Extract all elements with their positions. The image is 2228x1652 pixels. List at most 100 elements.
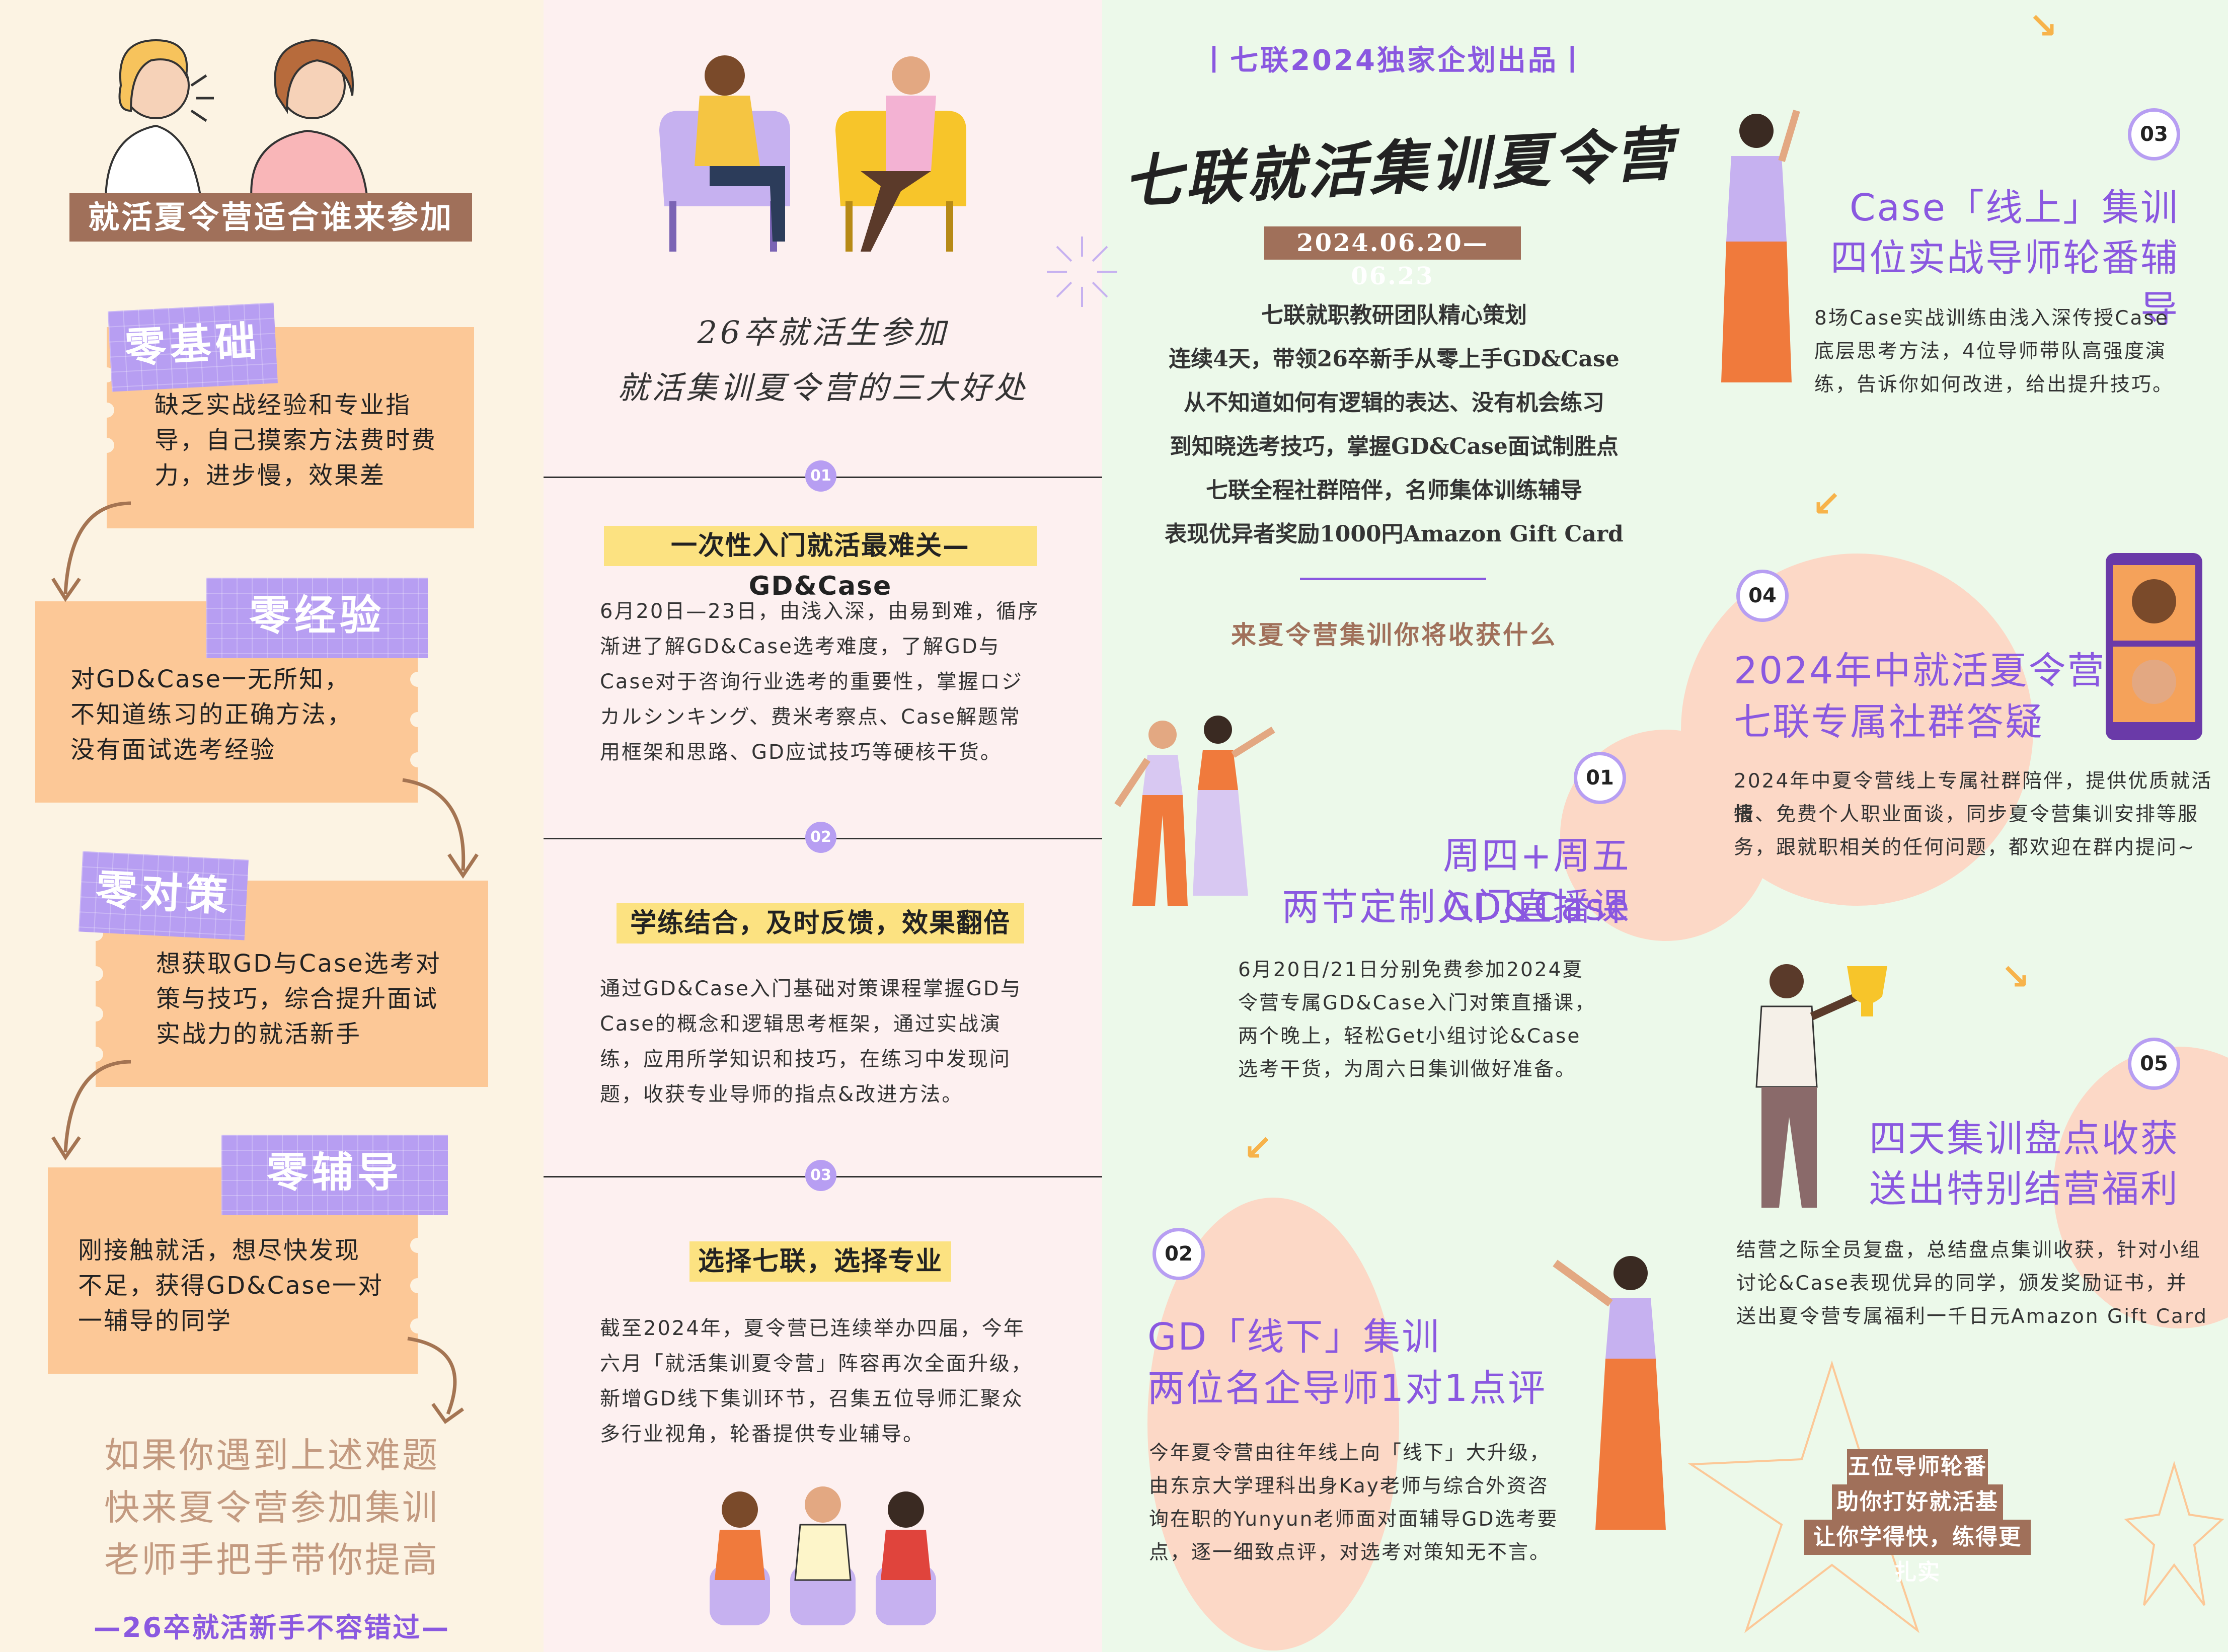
intro-line: 七联就职教研团队精心策划 — [1261, 302, 1527, 328]
two-women-illustration — [1107, 715, 1298, 926]
item-line: 送出夏令营专属福利一千日元Amazon Gift Card — [1736, 1305, 2208, 1328]
brand-line: 丨七联2024独家企划出品丨 — [1200, 44, 1588, 77]
intro-line: 到知晓选考技巧，掌握GD&Case面试制胜点 — [1170, 434, 1619, 459]
left-closing-line: 如果你遇到上述难题 — [104, 1435, 439, 1476]
item-title-line: 两节定制入门直播课 — [1282, 886, 1631, 929]
section-number: 02 — [805, 822, 836, 853]
item-line: 8场Case实战训练由浅入深传授Case — [1814, 307, 2169, 330]
card-line: 导，自己摸索方法费时费 — [155, 426, 437, 454]
item-title-line: GD「线下」集训 — [1147, 1315, 1441, 1359]
swoosh-arrow-icon: ↘ — [2001, 956, 2030, 997]
flow-arrow-icon — [40, 493, 141, 624]
flow-arrow-icon — [40, 1052, 141, 1177]
item-title-line: 周四+周五GD&Case — [1442, 834, 1631, 929]
section-line: 题，收获专业导师的指点&改进方法。 — [600, 1083, 964, 1106]
item-line: 6月20日/21日分别免费参加2024夏 — [1238, 959, 1584, 981]
whisper-illustration — [75, 10, 438, 202]
tag-zero-strategy: 零对策 — [79, 851, 249, 940]
section-title: 学练结合，及时反馈，效果翻倍 — [617, 903, 1024, 943]
item-line: 今年夏令营由往年线上向「线下」大升级， — [1149, 1442, 1551, 1464]
item-line: 点，逐一细致点评，对选考对策知无不言。 — [1149, 1541, 1551, 1564]
intro-line: 表现优异者奖励1000円Amazon Gift Card — [1165, 521, 1624, 547]
closing-line: 五位导师轮番上阵 — [1847, 1449, 1988, 1515]
card-line: 想获取GD与Case选考对 — [156, 950, 441, 978]
item-number: 04 — [1736, 570, 1789, 622]
card-line: 不知道练习的正确方法， — [70, 700, 353, 729]
section-line: Case对于咨询行业选考的重要性，掌握ロジ — [600, 670, 1023, 693]
section-line: 新增GD线下集训环节，召集五位导师汇聚众 — [600, 1387, 1024, 1410]
item-title-line: 四天集训盘点收获 — [1869, 1117, 2179, 1160]
item-line: 报、免费个人职业面谈，同步夏令营集训安排等服 — [1734, 803, 2199, 826]
burst-icon — [1047, 237, 1117, 307]
item-number: 01 — [1574, 752, 1626, 804]
card-line: 没有面试选考经验 — [70, 736, 276, 764]
item-title-line: 送出特别结营福利 — [1869, 1167, 2179, 1211]
item-line: 两个晚上，轻松Get小组讨论&Case — [1238, 1025, 1581, 1048]
item-line: 讨论&Case表现优异的同学，颁发奖励证书，并 — [1736, 1272, 2188, 1295]
group-discussion-illustration — [700, 1474, 946, 1635]
item-line: 底层思考方法，4位导师带队高强度演 — [1814, 340, 2167, 363]
section-line: 练，应用所学知识和技巧，在练习中发现问 — [600, 1048, 1011, 1071]
intro-line: 连续4天，带领26卒新手从零上手GD&Case — [1169, 346, 1620, 372]
flow-arrow-icon — [393, 770, 493, 886]
video-call-phone-illustration — [2104, 551, 2204, 742]
card-line: 对GD&Case一无所知， — [70, 665, 351, 693]
section-title: 选择七联，选择专业 — [689, 1241, 951, 1282]
section-line: 渐进了解GD&Case选考难度，了解GD与 — [600, 635, 1001, 658]
item-title-line: 2024年中就活夏令营 — [1734, 649, 2106, 692]
item-title-line: 四位实战导师轮番辅导 — [1830, 237, 2179, 331]
left-title: 就活夏令营适合谁来参加 — [69, 193, 472, 242]
flow-arrow-icon — [388, 1328, 488, 1429]
item-number: 05 — [2128, 1038, 2180, 1090]
card-line: 策与技巧，综合提升面试 — [156, 985, 439, 1013]
card-line: 实战力的就活新手 — [156, 1020, 362, 1048]
closing-line: 让你学得快，练得更扎实 — [1804, 1520, 2031, 1585]
section-line: Case的概念和逻辑思考框架，通过实战演 — [600, 1012, 1002, 1036]
item-line: 由东京大学理科出身Kay老师与综合外资咨 — [1149, 1475, 1549, 1498]
item-line: 询在职的Yunyun老师面对面辅导GD选考要 — [1149, 1508, 1559, 1531]
item-line: 练，告诉你如何改进，给出提升技巧。 — [1814, 373, 2174, 396]
item-number: 02 — [1153, 1228, 1205, 1280]
item-line: 选考干货，为周六日集训做好准备。 — [1238, 1058, 1577, 1081]
swoosh-arrow-icon: ↙ — [1812, 483, 1841, 524]
item-title-line: 两位名企导师1对1点评 — [1147, 1367, 1547, 1410]
left-closing-line: 老师手把手带你提高 — [104, 1539, 439, 1581]
item-line: 2024年中夏令营线上专属社群陪伴，提供优质就活情 — [1734, 770, 2213, 826]
item-line: 结营之际全员复盘，总结盘点集训收获，针对小组 — [1736, 1239, 2202, 1262]
card-line: 力，进步慢，效果差 — [155, 461, 386, 490]
section-line: 用框架和思路、GD应试技巧等硬核干货。 — [600, 741, 1002, 764]
tag-zero-experience: 零经验 — [206, 578, 428, 658]
item-line: 令营专属GD&Case入门对策直播课， — [1238, 992, 1596, 1014]
section-number: 01 — [805, 460, 836, 492]
swoosh-arrow-icon: ↘ — [2028, 5, 2058, 46]
item-line: 务，跟就职相关的任何问题，都欢迎在群内提问~ — [1734, 836, 2196, 859]
section-line: カルシンキング、费米考察点、Case解题常 — [600, 705, 1021, 729]
card-zero-basics: 缺乏实战经验和专业指 导，自己摸索方法费时费 力，进步慢，效果差 — [99, 327, 474, 528]
intro-divider — [1300, 578, 1486, 580]
gain-heading: 来夏令营集训你将收获什么 — [1231, 620, 1557, 650]
pointing-woman-illustration — [1550, 1248, 1681, 1550]
date-badge: 2024.06.20—06.23 — [1264, 226, 1521, 290]
item-title-line: Case「线上」集训 — [1849, 186, 2179, 229]
section-line: 六月「就活集训夏令营」阵容再次全面升级， — [600, 1352, 1033, 1375]
section-line: 通过GD&Case入门基础对策课程掌握GD与 — [600, 977, 1022, 1000]
mid-heading-line: 就活集训夏令营的三大好处 — [617, 369, 1028, 406]
intro-line: 七联全程社群陪伴，名师集体训练辅导 — [1206, 478, 1582, 503]
interview-illustration — [649, 40, 1002, 262]
left-closing-line: 快来夏令营参加集训 — [104, 1487, 439, 1528]
mid-heading-line: 26卒就活生参加 — [697, 314, 949, 351]
intro-line: 从不知道如何有逻辑的表达、没有机会练习 — [1184, 390, 1604, 416]
left-footer: —26卒就活新手不容错过— — [93, 1612, 450, 1643]
swoosh-arrow-icon: ↙ — [1243, 1127, 1273, 1168]
section-title: 一次性入门就活最难关—GD&Case — [604, 526, 1037, 601]
tag-zero-coaching: 零辅导 — [221, 1135, 448, 1215]
tag-zero-basics: 零基础 — [108, 302, 278, 392]
closing-line: 助你打好就活基本功 — [1832, 1484, 2003, 1550]
waving-person-illustration — [1701, 101, 1812, 403]
section-line: 6月20日—23日，由浅入深，由易到难，循序 — [600, 600, 1040, 623]
card-line: 不足，获得GD&Case一对 — [78, 1272, 384, 1300]
trophy-man-illustration — [1731, 956, 1892, 1218]
section-line: 截至2024年，夏令营已连续举办四届，今年 — [600, 1317, 1025, 1340]
card-line: 一辅导的同学 — [78, 1307, 233, 1335]
card-line: 缺乏实战经验和专业指 — [155, 391, 412, 419]
